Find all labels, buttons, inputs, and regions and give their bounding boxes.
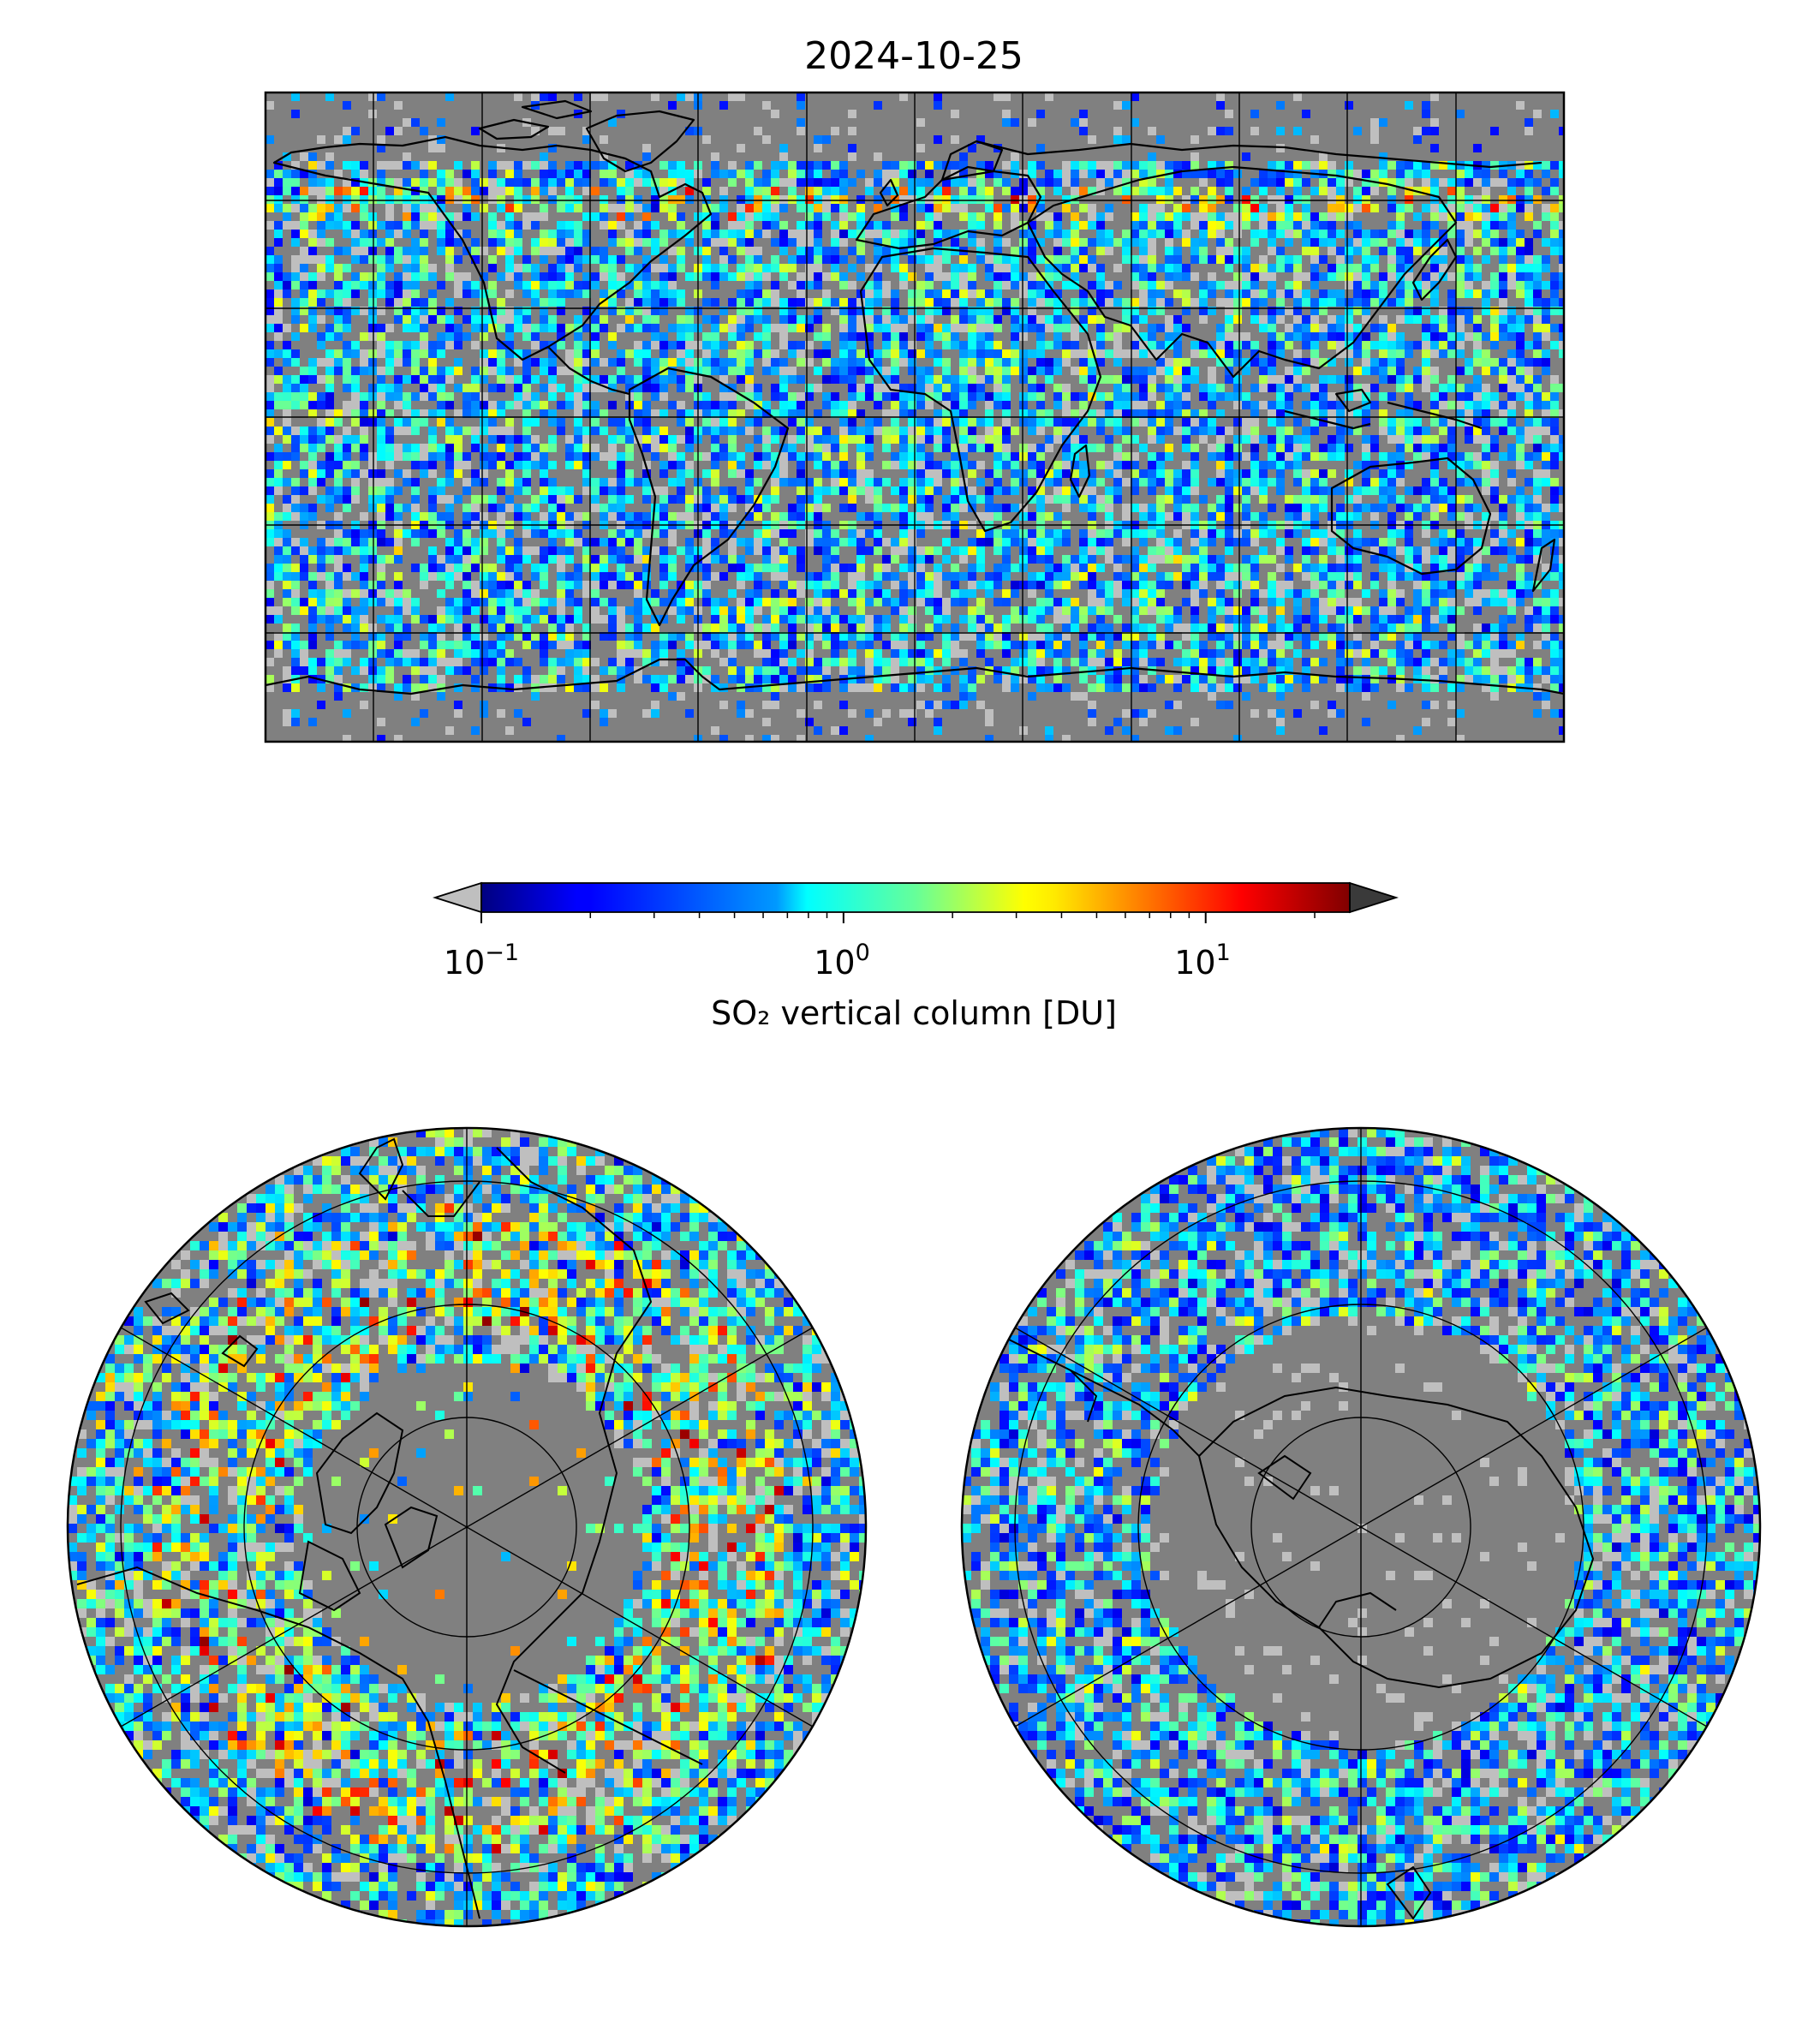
global-coastlines <box>266 99 1564 695</box>
colorbar-tick-label: 101 <box>1174 940 1231 982</box>
global-map-frame <box>264 91 1566 743</box>
south-polar-frame <box>960 1126 1762 1928</box>
north-polar-map <box>66 1126 868 1928</box>
north-polar-frame <box>66 1126 868 1928</box>
north-polar-pixels <box>68 1128 866 1926</box>
colorbar-under-extension <box>433 881 482 914</box>
global-map-pixels <box>266 92 1564 742</box>
colorbar-ticks <box>480 912 1316 923</box>
south-polar-coastlines <box>1001 1335 1595 1920</box>
colorbar-tick-label: 10−1 <box>444 940 519 982</box>
global-map <box>264 91 1566 743</box>
north-polar-gridlines <box>120 1128 814 1926</box>
colorbar-gradient <box>481 883 1350 912</box>
global-gridlines <box>266 92 1564 742</box>
colorbar-frame <box>480 882 1351 913</box>
south-polar-gridlines <box>1014 1128 1708 1926</box>
colorbar-tick-label: 100 <box>814 940 870 982</box>
south-polar-map <box>960 1126 1762 1928</box>
south-polar-pixels <box>962 1128 1760 1926</box>
colorbar-over-extension <box>1349 881 1399 914</box>
colorbar: 10−1 100 101 SO₂ vertical column [DU] <box>433 881 1399 1032</box>
figure-title: 2024-10-25 <box>804 34 1023 78</box>
colorbar-label: SO₂ vertical column [DU] <box>711 994 1117 1032</box>
